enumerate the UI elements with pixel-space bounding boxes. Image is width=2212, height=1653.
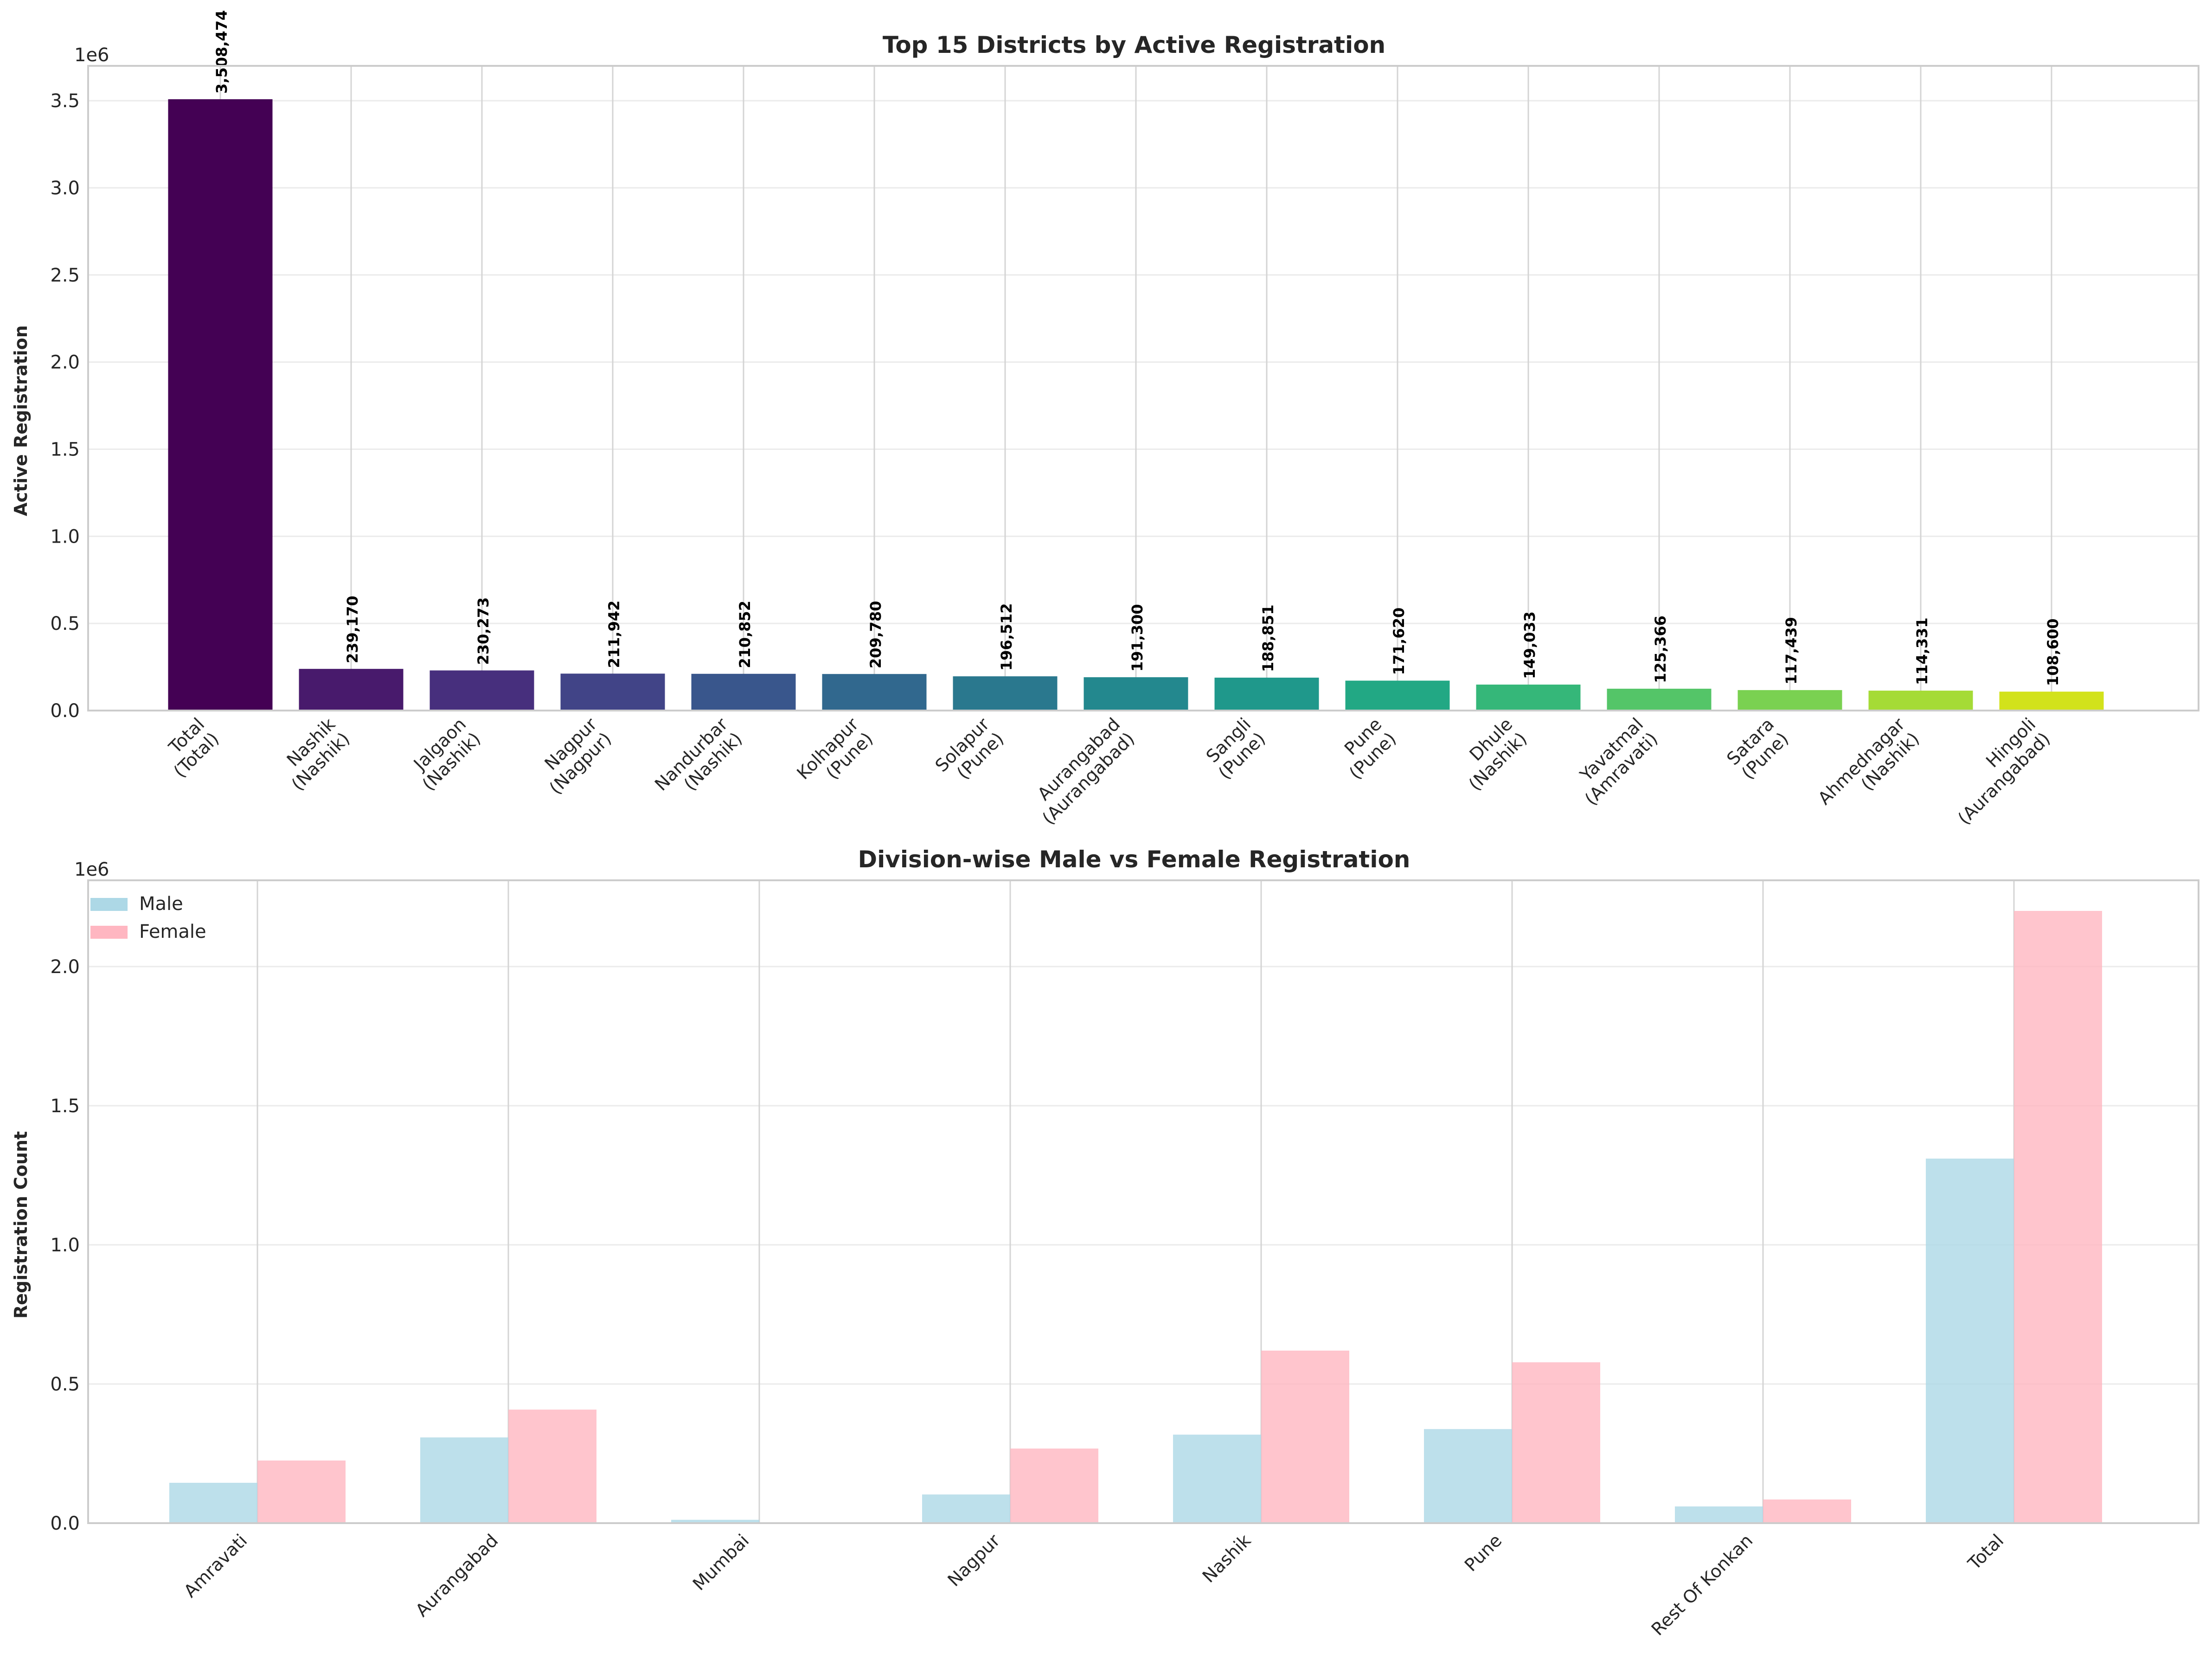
legend-label-male: Male [139, 893, 183, 915]
chart1-bar [1607, 688, 1712, 711]
chart1-bar [168, 99, 273, 711]
chart2-bar-female [2014, 911, 2102, 1523]
chart2-bar-male [671, 1519, 759, 1523]
chart1-value-label: 188,851 [1259, 604, 1277, 672]
chart1-value-label: 196,512 [998, 603, 1015, 671]
chart2-bar-male [1424, 1429, 1512, 1523]
chart2-bar-male [169, 1483, 257, 1523]
chart1-bar [1084, 677, 1188, 711]
chart1-value-label: 191,300 [1128, 604, 1146, 672]
chart1-y-tick-label: 3.5 [50, 90, 80, 112]
chart1-bar [822, 674, 927, 711]
chart2-bar-male [922, 1494, 1010, 1523]
legend-swatch-female [90, 926, 128, 939]
chart2-bars [169, 911, 2102, 1523]
chart2-bar-female [508, 1410, 596, 1523]
chart1-bar [691, 673, 796, 711]
chart1-bar [430, 670, 534, 711]
legend-label-female: Female [139, 921, 206, 942]
chart1-y-tick-label: 2.5 [50, 265, 80, 286]
chart2-bar-male [1675, 1506, 1763, 1523]
chart1-offset-text: 1e6 [74, 45, 109, 66]
chart2-offset-text: 1e6 [74, 859, 109, 880]
chart2-bar-male [1926, 1159, 2014, 1523]
chart2-legend: Male Female [90, 893, 206, 942]
chart2-bar-male [1173, 1435, 1261, 1523]
chart1-bar [1999, 692, 2104, 711]
chart2-y-tick-label: 2.0 [50, 956, 80, 978]
chart1-y-tick-label: 0.0 [50, 700, 80, 722]
chart1-value-label: 210,852 [736, 601, 754, 668]
chart1-y-axis-label: Active Registration [11, 325, 31, 516]
chart1-value-label: 108,600 [2044, 618, 2062, 686]
chart1-bar [953, 676, 1058, 711]
chart1-value-label: 209,780 [867, 601, 885, 668]
chart2-bar-female [1512, 1362, 1600, 1523]
chart2-y-tick-label: 0.5 [50, 1374, 80, 1395]
chart1-value-label: 230,273 [474, 597, 492, 665]
chart2-bar-female [1010, 1448, 1098, 1523]
chart1-bar [1476, 685, 1581, 711]
chart1-y-tick-label: 1.0 [50, 526, 80, 547]
chart1-grid [88, 66, 2199, 711]
chart2-bar-female [1261, 1351, 1349, 1523]
chart1-plot-frame [87, 65, 2199, 711]
chart1-value-label: 171,620 [1390, 608, 1408, 675]
chart1-y-tick-label: 2.0 [50, 352, 80, 373]
chart1-bar [299, 669, 404, 711]
chart2-y-tick-label: 1.5 [50, 1096, 80, 1117]
chart1-y-ticks: 0.0 0.5 1.0 1.5 2.0 2.5 3.0 3.5 [50, 90, 80, 722]
chart2-bar-male [420, 1437, 508, 1523]
chart2-y-tick-label: 1.0 [50, 1235, 80, 1256]
chart1-y-tick-label: 3.0 [50, 178, 80, 199]
chart1-value-label: 149,033 [1521, 611, 1539, 679]
chart2-bar-female [1763, 1499, 1851, 1523]
chart1-bar [1738, 690, 1842, 711]
chart1-bar [1214, 678, 1319, 711]
chart1-bars [168, 99, 2104, 711]
chart1-value-label: 211,942 [605, 601, 623, 668]
chart1-title: Top 15 Districts by Active Registration [883, 32, 1385, 58]
chart2-title: Division-wise Male vs Female Registratio… [858, 846, 1411, 873]
chart2-y-ticks: 0.0 0.5 1.0 1.5 2.0 [50, 956, 80, 1534]
chart1-value-labels: 3,508,474 239,170 230,273 211,942 210,852 209… [213, 10, 2062, 686]
chart1-value-label: 3,508,474 [213, 10, 231, 94]
chart1-y-tick-label: 0.5 [50, 613, 80, 634]
chart1-value-label: 239,170 [344, 596, 361, 663]
chart1-bar [1868, 691, 1973, 711]
legend-swatch-male [90, 898, 128, 911]
chart1-value-label: 117,439 [1782, 617, 1800, 685]
chart1-y-tick-label: 1.5 [50, 439, 80, 460]
chart1-bar [1345, 680, 1450, 711]
chart2-bar-female [257, 1461, 346, 1523]
chart1-value-label: 114,331 [1913, 617, 1931, 685]
chart1-value-label: 125,366 [1652, 615, 1669, 683]
chart2-plot-frame [87, 879, 2199, 1524]
chart1-bar [560, 673, 665, 711]
chart2-y-tick-label: 0.0 [50, 1513, 80, 1534]
chart2-y-axis-label: Registration Count [11, 1131, 31, 1319]
